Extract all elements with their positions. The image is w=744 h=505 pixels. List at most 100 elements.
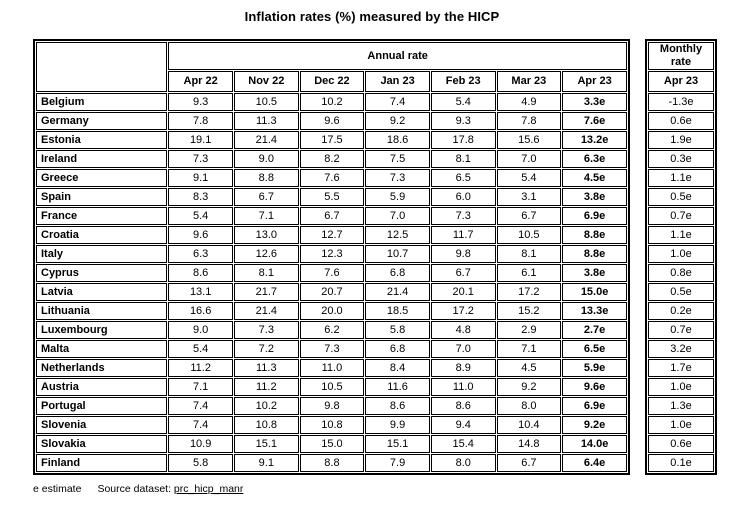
value-cell: 20.1	[430, 283, 496, 301]
value-cell: 8.1	[233, 264, 299, 282]
value-cell: 9.4	[430, 416, 496, 434]
value-cell: 3.8e	[562, 188, 627, 206]
country-cell: Slovakia	[36, 435, 168, 453]
value-cell: 5.9	[365, 188, 430, 206]
monthly-value-cell: 1.7e	[648, 359, 714, 377]
value-cell: 3.8e	[562, 264, 627, 282]
annual-rate-table: Annual rate Apr 22 Nov 22 Dec 22 Jan 23 …	[33, 39, 630, 475]
table-row: Latvia 13.1 21.7 20.7 21.4 20.1 17.2 15.0e	[36, 283, 627, 301]
value-cell: 14.0e	[562, 435, 627, 453]
table-row: Finland 5.8 9.1 8.8 7.9 8.0 6.7 6.4e	[36, 454, 627, 472]
annual-table-body: Belgium 9.3 10.5 10.2 7.4 5.4 4.9 3.3e Germany 7.…	[36, 93, 627, 472]
monthly-table-row: 0.7e	[648, 207, 714, 225]
monthly-table-row: 0.3e	[648, 150, 714, 168]
value-cell: 8.6	[168, 264, 233, 282]
value-cell: 10.8	[233, 416, 299, 434]
value-cell: 16.6	[168, 302, 233, 320]
country-cell: Croatia	[36, 226, 168, 244]
table-row: Portugal 7.4 10.2 9.8 8.6 8.6 8.0 6.9e	[36, 397, 627, 415]
value-cell: 5.8	[365, 321, 430, 339]
value-cell: 7.6	[299, 169, 365, 187]
value-cell: 5.4	[168, 207, 233, 225]
value-cell: 8.6	[430, 397, 496, 415]
monthly-value-cell: 1.1e	[648, 226, 714, 244]
value-cell: 15.6	[496, 131, 562, 149]
value-cell: 11.3	[233, 112, 299, 130]
value-cell: 6.7	[430, 264, 496, 282]
table-row: Estonia 19.1 21.4 17.5 18.6 17.8 15.6 13.2e	[36, 131, 627, 149]
value-cell: 7.3	[430, 207, 496, 225]
value-cell: 21.4	[233, 302, 299, 320]
monthly-rate-header: Monthly rate	[648, 42, 714, 70]
monthly-header-row: Monthly rate	[648, 42, 714, 70]
value-cell: 5.4	[168, 340, 233, 358]
monthly-table-row: 0.7e	[648, 321, 714, 339]
value-cell: 7.9	[365, 454, 430, 472]
value-cell: 7.3	[365, 169, 430, 187]
value-cell: 9.2e	[562, 416, 627, 434]
value-cell: 6.9e	[562, 397, 627, 415]
country-cell: Spain	[36, 188, 168, 206]
value-cell: 9.2	[365, 112, 430, 130]
value-cell: 15.2	[496, 302, 562, 320]
value-cell: 7.4	[365, 93, 430, 111]
value-cell: 8.1	[496, 245, 562, 263]
table-row: Greece 9.1 8.8 7.6 7.3 6.5 5.4 4.5e	[36, 169, 627, 187]
value-cell: 15.4	[430, 435, 496, 453]
value-cell: 9.8	[430, 245, 496, 263]
monthly-table-row: 0.1e	[648, 454, 714, 472]
value-cell: 17.5	[299, 131, 365, 149]
monthly-value-cell: 1.3e	[648, 397, 714, 415]
value-cell: 12.5	[365, 226, 430, 244]
value-cell: 9.0	[168, 321, 233, 339]
value-cell: 10.5	[496, 226, 562, 244]
country-cell: Slovenia	[36, 416, 168, 434]
value-cell: 8.4	[365, 359, 430, 377]
value-cell: 7.1	[496, 340, 562, 358]
monthly-table-row: 1.0e	[648, 245, 714, 263]
value-cell: 10.8	[299, 416, 365, 434]
monthly-value-cell: 0.5e	[648, 188, 714, 206]
value-cell: 15.0	[299, 435, 365, 453]
monthly-rate-table: Monthly rate Apr 23 -1.3e 0.6e 1.9e 0.3e 1.1…	[645, 39, 717, 475]
value-cell: 18.5	[365, 302, 430, 320]
monthly-column-header-apr23: Apr 23	[648, 71, 714, 92]
source-dataset-link[interactable]: prc_hicp_manr	[173, 483, 244, 495]
value-cell: 7.6	[299, 264, 365, 282]
column-header-mar23: Mar 23	[496, 71, 562, 92]
value-cell: 6.3	[168, 245, 233, 263]
table-row: Slovenia 7.4 10.8 10.8 9.9 9.4 10.4 9.2e	[36, 416, 627, 434]
monthly-value-cell: 3.2e	[648, 340, 714, 358]
value-cell: 7.0	[365, 207, 430, 225]
monthly-value-cell: 0.3e	[648, 150, 714, 168]
value-cell: 10.7	[365, 245, 430, 263]
column-header-jan23: Jan 23	[365, 71, 430, 92]
value-cell: 7.2	[233, 340, 299, 358]
monthly-table-row: 1.1e	[648, 226, 714, 244]
value-cell: 21.4	[365, 283, 430, 301]
estimate-note: e estimate	[33, 483, 82, 495]
value-cell: 9.2	[496, 378, 562, 396]
value-cell: 6.7	[233, 188, 299, 206]
value-cell: 21.4	[233, 131, 299, 149]
value-cell: 2.9	[496, 321, 562, 339]
monthly-value-cell: 0.5e	[648, 283, 714, 301]
monthly-table-row: 1.0e	[648, 378, 714, 396]
monthly-value-cell: 1.9e	[648, 131, 714, 149]
value-cell: 17.2	[496, 283, 562, 301]
country-cell: Estonia	[36, 131, 168, 149]
monthly-table-row: 1.7e	[648, 359, 714, 377]
monthly-value-cell: 0.6e	[648, 112, 714, 130]
table-row: Lithuania 16.6 21.4 20.0 18.5 17.2 15.2 13.3e	[36, 302, 627, 320]
monthly-value-cell: 0.1e	[648, 454, 714, 472]
value-cell: 10.5	[299, 378, 365, 396]
country-cell: Italy	[36, 245, 168, 263]
monthly-table-row: 0.8e	[648, 264, 714, 282]
value-cell: 21.7	[233, 283, 299, 301]
column-header-apr22: Apr 22	[168, 71, 233, 92]
value-cell: 9.6	[168, 226, 233, 244]
value-cell: 9.3	[430, 112, 496, 130]
monthly-table-body: -1.3e 0.6e 1.9e 0.3e 1.1e 0.5e 0.7e 1.1e 1.0e 0.8…	[648, 93, 714, 472]
value-cell: 20.0	[299, 302, 365, 320]
